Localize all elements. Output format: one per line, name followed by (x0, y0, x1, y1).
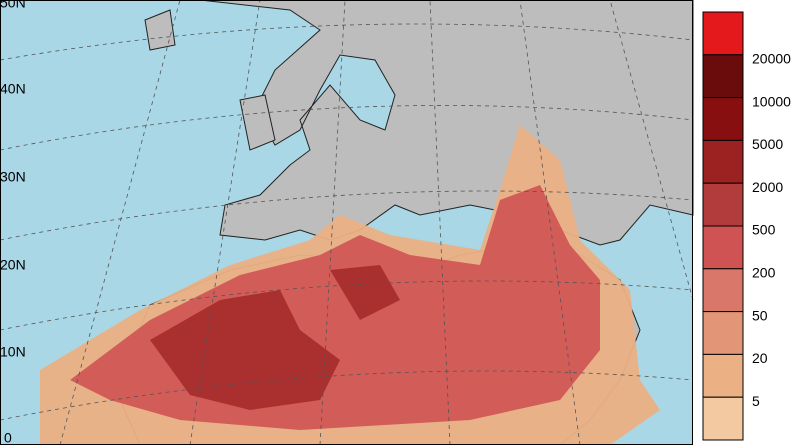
lat-label: 40N (0, 81, 26, 97)
colorbar-swatch (702, 311, 744, 355)
colorbar-swatch (702, 182, 744, 227)
lat-labels: 50N 40N 30N 20N 10N 0 (0, 0, 26, 445)
colorbar: 20000 10000 5000 2000 500 200 50 20 5 (702, 11, 791, 441)
land-scandinavia-uk (144, 9, 276, 151)
lat-label: 30N (0, 169, 26, 185)
colorbar-label: 2000 (752, 179, 783, 195)
colorbar-swatch (702, 139, 744, 184)
colorbar-swatch (702, 97, 744, 141)
colorbar-swatch (702, 11, 744, 56)
dust-heavy (150, 265, 400, 410)
colorbar-label: 5 (752, 393, 760, 409)
colorbar-label: 20000 (752, 51, 791, 67)
map: 50N 40N 30N 20N 10N 0 (0, 0, 694, 445)
lat-label: 20N (0, 257, 26, 273)
colorbar-label: 5000 (752, 136, 783, 152)
colorbar-label: 50 (752, 307, 768, 323)
colorbar-label: 200 (752, 265, 776, 281)
colorbar-swatch (702, 268, 744, 313)
colorbar-label: 10000 (752, 93, 791, 109)
lat-label: 50N (0, 0, 26, 11)
graticule (0, 0, 694, 445)
colorbar-swatch (702, 396, 744, 441)
colorbar-swatch (702, 54, 744, 99)
colorbar-label: 500 (752, 222, 776, 238)
colorbar-label: 20 (752, 350, 768, 366)
colorbar-swatch (702, 353, 744, 398)
lat-label: 10N (0, 344, 26, 360)
lat-label: 0 (4, 430, 12, 445)
colorbar-swatch (702, 225, 744, 270)
